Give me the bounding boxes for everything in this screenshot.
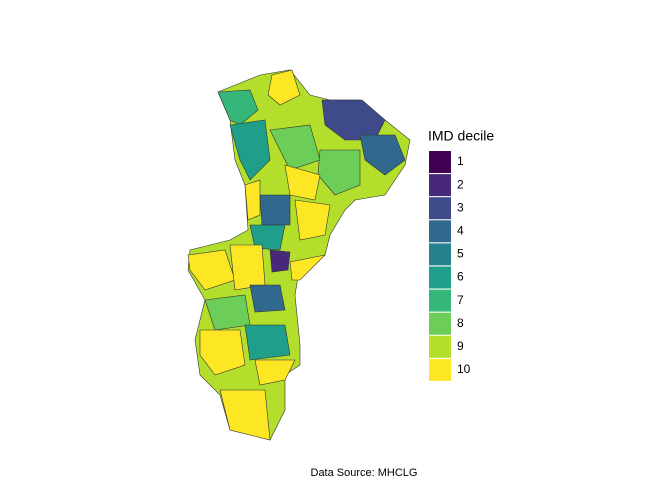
area <box>267 69 301 106</box>
area <box>187 249 236 291</box>
legend-swatch <box>429 289 451 312</box>
area <box>244 179 261 221</box>
legend-label: 8 <box>457 316 464 330</box>
legend-label: 1 <box>457 154 464 168</box>
legend-label: 4 <box>457 223 464 237</box>
area <box>219 389 271 441</box>
legend-swatch <box>429 266 451 289</box>
caption: Data Source: MHCLG <box>311 467 418 479</box>
area <box>229 119 271 181</box>
area <box>284 164 321 201</box>
legend-label: 7 <box>457 293 464 307</box>
legend-label: 10 <box>457 362 471 376</box>
legend-swatch <box>429 197 451 220</box>
legend-swatch <box>429 358 451 381</box>
legend-label: 2 <box>457 177 464 191</box>
area <box>359 134 406 176</box>
legend-label: 5 <box>457 247 464 261</box>
area <box>317 149 361 196</box>
area <box>199 329 246 376</box>
area <box>294 199 331 241</box>
legend: IMD decile 1 2 3 4 5 6 7 8 9 10 <box>428 128 494 381</box>
legend-swatch <box>429 243 451 266</box>
legend-swatch <box>429 174 451 197</box>
area <box>249 224 286 251</box>
area <box>249 284 286 313</box>
legend-label: 3 <box>457 200 464 214</box>
area <box>259 194 291 226</box>
legend-label: 6 <box>457 270 464 284</box>
legend-label: 9 <box>457 339 464 353</box>
map <box>187 69 411 441</box>
legend-swatch <box>429 220 451 243</box>
area <box>244 324 291 361</box>
area <box>254 359 296 386</box>
area <box>229 244 266 291</box>
area <box>217 89 259 126</box>
legend-swatch <box>429 312 451 335</box>
area <box>269 249 291 273</box>
legend-title: IMD decile <box>428 128 494 144</box>
area <box>289 254 326 281</box>
legend-swatch <box>429 335 451 358</box>
legend-swatch <box>429 151 451 173</box>
